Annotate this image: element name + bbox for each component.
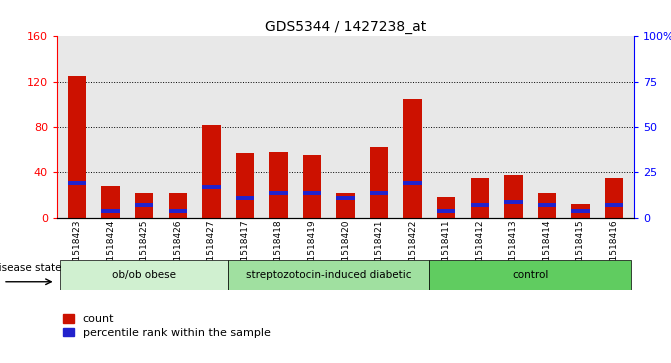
Bar bbox=[303, 155, 321, 218]
Bar bbox=[101, 186, 120, 218]
Bar bbox=[236, 196, 254, 200]
Bar bbox=[202, 185, 221, 189]
Bar bbox=[605, 203, 623, 207]
Bar bbox=[429, 260, 631, 290]
Text: ob/ob obese: ob/ob obese bbox=[112, 270, 176, 280]
Bar bbox=[504, 175, 523, 218]
Bar bbox=[68, 182, 87, 185]
Text: streptozotocin-induced diabetic: streptozotocin-induced diabetic bbox=[246, 270, 411, 280]
Text: disease state: disease state bbox=[0, 263, 62, 273]
Bar bbox=[135, 193, 154, 218]
Bar bbox=[470, 203, 489, 207]
Bar bbox=[168, 193, 187, 218]
Bar bbox=[437, 209, 456, 213]
Bar bbox=[135, 203, 154, 207]
Bar bbox=[437, 197, 456, 218]
Bar bbox=[370, 147, 389, 218]
Bar bbox=[537, 193, 556, 218]
Bar bbox=[605, 178, 623, 218]
Bar bbox=[537, 203, 556, 207]
Bar bbox=[269, 191, 288, 195]
Bar bbox=[168, 209, 187, 213]
Bar bbox=[504, 200, 523, 204]
Title: GDS5344 / 1427238_at: GDS5344 / 1427238_at bbox=[265, 20, 426, 34]
Bar bbox=[101, 209, 120, 213]
Bar bbox=[269, 152, 288, 218]
Bar bbox=[370, 191, 389, 195]
Bar bbox=[403, 99, 422, 218]
Bar bbox=[571, 209, 590, 213]
Bar bbox=[571, 204, 590, 218]
Bar bbox=[236, 153, 254, 218]
Bar bbox=[336, 193, 355, 218]
Bar bbox=[202, 125, 221, 218]
Bar bbox=[228, 260, 429, 290]
Bar bbox=[403, 182, 422, 185]
Bar bbox=[303, 191, 321, 195]
Text: control: control bbox=[512, 270, 548, 280]
Bar bbox=[68, 76, 87, 218]
Bar bbox=[470, 178, 489, 218]
Bar bbox=[60, 260, 228, 290]
Bar bbox=[336, 196, 355, 200]
Legend: count, percentile rank within the sample: count, percentile rank within the sample bbox=[62, 314, 270, 338]
